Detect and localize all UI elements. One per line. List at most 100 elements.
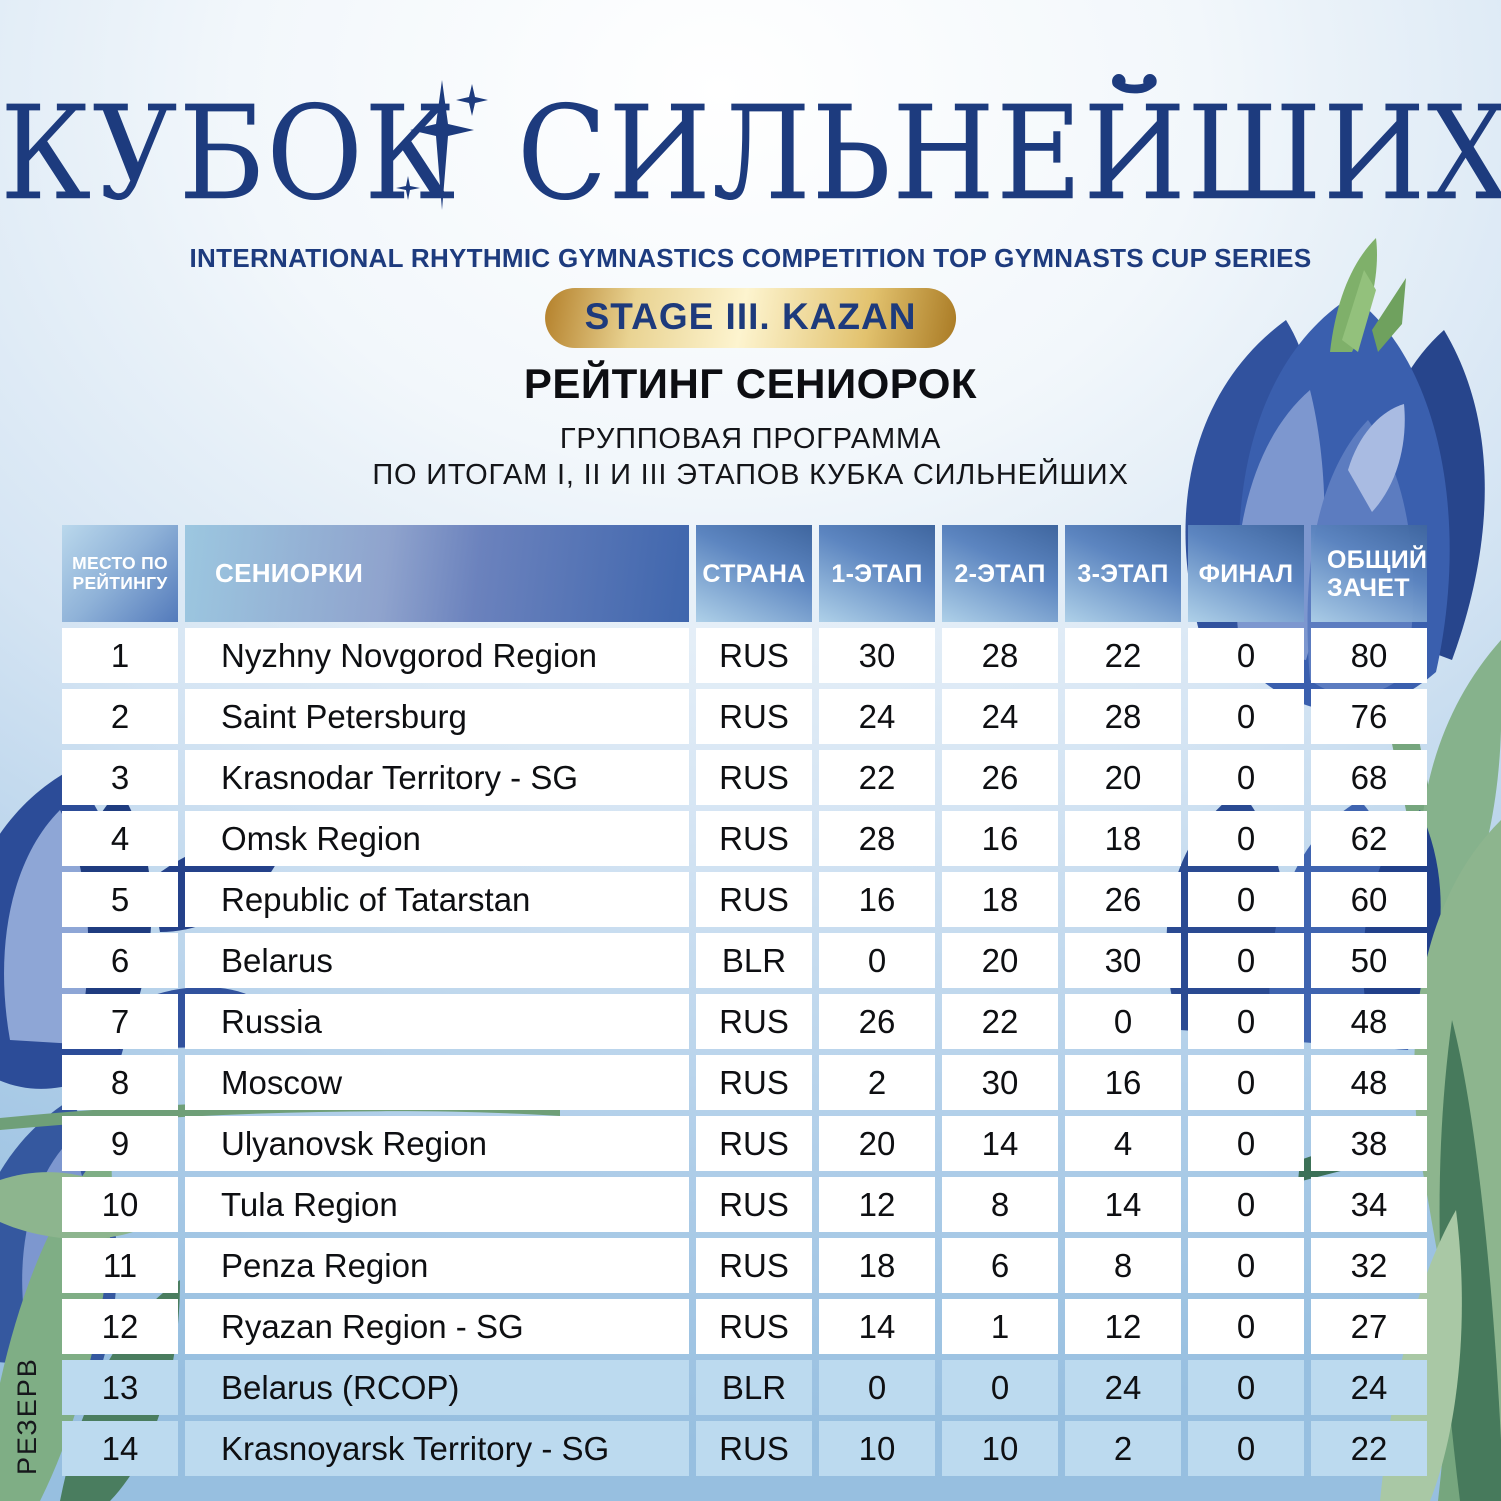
rank-cell: 14 [62,1421,178,1476]
stage1-cell: 22 [819,750,935,805]
total-cell: 48 [1311,1055,1427,1110]
total-cell: 38 [1311,1116,1427,1171]
stage2-cell: 18 [942,872,1058,927]
country-cell: RUS [696,811,812,866]
final-cell: 0 [1188,689,1304,744]
team-cell: Nyzhny Novgorod Region [185,628,689,683]
team-cell: Saint Petersburg [185,689,689,744]
final-cell: 0 [1188,1238,1304,1293]
program-type: ГРУППОВАЯ ПРОГРАММА [559,423,942,455]
team-cell: Ryazan Region - SG [185,1299,689,1354]
final-cell: 0 [1188,1421,1304,1476]
country-cell: RUS [696,628,812,683]
final-cell: 0 [1188,1177,1304,1232]
column-header-rank: МЕСТО ПО РЕЙТИНГУ [62,525,178,622]
rank-cell: 9 [62,1116,178,1171]
final-cell: 0 [1188,872,1304,927]
rank-cell: 4 [62,811,178,866]
rank-cell: 11 [62,1238,178,1293]
rank-cell: 5 [62,872,178,927]
final-cell: 0 [1188,933,1304,988]
team-cell: Republic of Tatarstan [185,872,689,927]
stage-badge: STAGE III. KAZAN [544,288,957,348]
stage3-cell: 2 [1065,1421,1181,1476]
column-header-total: ОБЩИЙ ЗАЧЕТ [1311,525,1427,622]
rank-cell: 1 [62,628,178,683]
team-cell: Omsk Region [185,811,689,866]
stage3-cell: 30 [1065,933,1181,988]
stage1-cell: 10 [819,1421,935,1476]
stage1-cell: 16 [819,872,935,927]
total-cell: 80 [1311,628,1427,683]
country-cell: RUS [696,1116,812,1171]
stage1-cell: 24 [819,689,935,744]
stage3-cell: 26 [1065,872,1181,927]
stage3-cell: 24 [1065,1360,1181,1415]
country-cell: RUS [696,872,812,927]
stage1-cell: 28 [819,811,935,866]
stage1-cell: 26 [819,994,935,1049]
total-cell: 32 [1311,1238,1427,1293]
rank-cell: 10 [62,1177,178,1232]
country-cell: RUS [696,1177,812,1232]
stage2-cell: 20 [942,933,1058,988]
stage1-cell: 20 [819,1116,935,1171]
stage3-cell: 18 [1065,811,1181,866]
team-cell: Ulyanovsk Region [185,1116,689,1171]
rank-cell: 7 [62,994,178,1049]
total-cell: 68 [1311,750,1427,805]
stage1-cell: 30 [819,628,935,683]
table-body: 1 Nyzhny Novgorod Region RUS 30 28 22 0 … [62,628,1427,1476]
team-cell: Penza Region [185,1238,689,1293]
final-cell: 0 [1188,1299,1304,1354]
page-title: КУБОК СИЛЬНЕЙШИХ [0,77,1501,229]
total-cell: 50 [1311,933,1427,988]
stage3-cell: 12 [1065,1299,1181,1354]
country-cell: RUS [696,1421,812,1476]
country-cell: RUS [696,1238,812,1293]
column-header-country: СТРАНА [696,525,812,622]
rank-cell: 3 [62,750,178,805]
stage2-cell: 14 [942,1116,1058,1171]
final-cell: 0 [1188,750,1304,805]
rank-cell: 12 [62,1299,178,1354]
stage2-cell: 26 [942,750,1058,805]
stage3-cell: 28 [1065,689,1181,744]
stage2-cell: 10 [942,1421,1058,1476]
final-cell: 0 [1188,994,1304,1049]
stage2-cell: 28 [942,628,1058,683]
total-cell: 60 [1311,872,1427,927]
country-cell: RUS [696,994,812,1049]
stage3-cell: 0 [1065,994,1181,1049]
stage1-cell: 2 [819,1055,935,1110]
country-cell: RUS [696,1055,812,1110]
column-header-stage3: 3-ЭТАП [1065,525,1181,622]
final-cell: 0 [1188,1055,1304,1110]
country-cell: RUS [696,689,812,744]
stage1-cell: 12 [819,1177,935,1232]
stage3-cell: 8 [1065,1238,1181,1293]
country-cell: RUS [696,750,812,805]
stage1-cell: 14 [819,1299,935,1354]
stage2-cell: 30 [942,1055,1058,1110]
rank-cell: 2 [62,689,178,744]
rating-title: РЕЙТИНГ СЕНИОРОК [523,360,978,407]
column-header-final: ФИНАЛ [1188,525,1304,622]
country-cell: RUS [696,1299,812,1354]
rank-cell: 6 [62,933,178,988]
stage2-cell: 8 [942,1177,1058,1232]
stage3-cell: 4 [1065,1116,1181,1171]
stage3-cell: 22 [1065,628,1181,683]
competition-subtitle: INTERNATIONAL RHYTHMIC GYMNASTICS COMPET… [189,243,1312,273]
final-cell: 0 [1188,628,1304,683]
team-cell: Russia [185,994,689,1049]
team-cell: Belarus (RCOP) [185,1360,689,1415]
stage1-cell: 0 [819,1360,935,1415]
column-header-stage2: 2-ЭТАП [942,525,1058,622]
team-cell: Krasnodar Territory - SG [185,750,689,805]
country-cell: BLR [696,1360,812,1415]
team-cell: Krasnoyarsk Territory - SG [185,1421,689,1476]
total-cell: 34 [1311,1177,1427,1232]
stage3-cell: 16 [1065,1055,1181,1110]
